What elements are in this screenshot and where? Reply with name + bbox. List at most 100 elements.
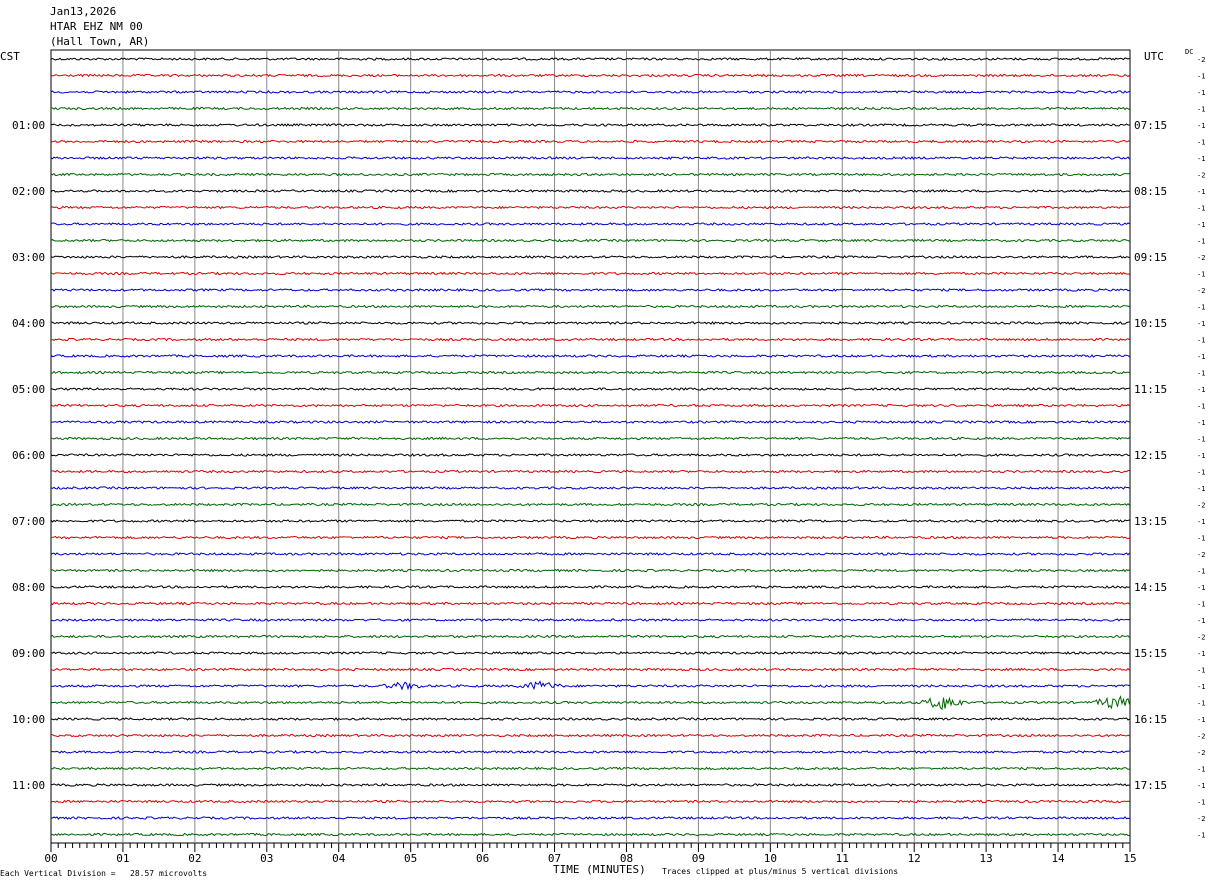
cst-hour-label: 01:00 xyxy=(12,119,45,132)
dc-offset-label: -1 xyxy=(1197,485,1205,493)
trace-line xyxy=(50,552,1130,556)
trace-line xyxy=(50,667,1130,672)
utc-hour-label: 17:15 xyxy=(1134,779,1167,792)
trace-line xyxy=(50,634,1130,639)
x-tick-label: 00 xyxy=(44,852,57,865)
dc-offset-label: -1 xyxy=(1197,832,1205,840)
dc-offset-label: -1 xyxy=(1197,139,1205,147)
utc-hour-label: 16:15 xyxy=(1134,713,1167,726)
dc-offset-label: -1 xyxy=(1197,650,1205,658)
trace-line xyxy=(50,106,1130,111)
trace-line xyxy=(50,502,1130,507)
cst-hour-label: 04:00 xyxy=(12,317,45,330)
x-tick-label: 15 xyxy=(1123,852,1136,865)
cst-label: CST xyxy=(0,50,20,63)
trace-line xyxy=(50,568,1130,573)
scale-note: Each Vertical Division = 28.57 microvolt… xyxy=(0,869,208,878)
trace-line xyxy=(50,321,1130,325)
dc-offset-label: -1 xyxy=(1197,452,1205,460)
utc-hour-label: 07:15 xyxy=(1134,119,1167,132)
trace-line xyxy=(50,750,1130,754)
utc-hour-label: 12:15 xyxy=(1134,449,1167,462)
trace-line xyxy=(50,535,1130,540)
utc-hour-label: 09:15 xyxy=(1134,251,1167,264)
trace-line xyxy=(50,436,1130,441)
date-label: Jan13,2026 xyxy=(50,5,117,18)
dc-offset-label: -2 xyxy=(1197,733,1205,741)
utc-hour-label: 10:15 xyxy=(1134,317,1167,330)
dc-offset-label: -1 xyxy=(1197,667,1205,675)
x-tick-label: 04 xyxy=(332,852,346,865)
trace-line xyxy=(50,486,1130,490)
trace-line xyxy=(50,271,1130,276)
trace-line xyxy=(50,403,1130,408)
trace-line xyxy=(50,618,1130,622)
cst-hour-label: 03:00 xyxy=(12,251,45,264)
dc-offset-label: -2 xyxy=(1197,502,1205,510)
dc-offset-label: -2 xyxy=(1197,551,1205,559)
dc-offset-label: -1 xyxy=(1197,353,1205,361)
trace-line xyxy=(50,255,1130,259)
trace-line xyxy=(50,156,1130,160)
trace-line xyxy=(50,733,1130,738)
dc-offset-label: -1 xyxy=(1197,617,1205,625)
dc-offset-label: -2 xyxy=(1197,815,1205,823)
trace-line xyxy=(50,680,1130,691)
trace-line xyxy=(50,73,1130,78)
dc-label: DC xyxy=(1185,48,1194,56)
utc-hour-label: 15:15 xyxy=(1134,647,1167,660)
dc-offset-label: -1 xyxy=(1197,782,1205,790)
trace-line xyxy=(50,420,1130,424)
dc-offset-label: -1 xyxy=(1197,205,1205,213)
dc-offset-label: -1 xyxy=(1197,535,1205,543)
x-tick-label: 03 xyxy=(260,852,273,865)
utc-hour-label: 08:15 xyxy=(1134,185,1167,198)
cst-hour-label: 02:00 xyxy=(12,185,45,198)
dc-offset-label: -1 xyxy=(1197,683,1205,691)
trace-line xyxy=(50,469,1130,474)
trace-line xyxy=(50,337,1130,342)
x-tick-label: 09 xyxy=(692,852,705,865)
trace-line xyxy=(50,519,1130,523)
x-tick-label: 02 xyxy=(188,852,201,865)
dc-offset-label: -1 xyxy=(1197,320,1205,328)
dc-offset-label: -2 xyxy=(1197,287,1205,295)
dc-offset-label: -1 xyxy=(1197,89,1205,97)
dc-offset-label: -1 xyxy=(1197,403,1205,411)
cst-hour-label: 09:00 xyxy=(12,647,45,660)
dc-offset-label: -2 xyxy=(1197,56,1205,64)
dc-offset-label: -2 xyxy=(1197,634,1205,642)
x-tick-label: 07 xyxy=(548,852,561,865)
x-tick-label: 12 xyxy=(908,852,921,865)
dc-offset-label: -1 xyxy=(1197,601,1205,609)
utc-label: UTC xyxy=(1144,50,1164,63)
x-tick-label: 08 xyxy=(620,852,633,865)
x-tick-label: 01 xyxy=(116,852,129,865)
dc-offset-label: -1 xyxy=(1197,304,1205,312)
trace-line xyxy=(50,832,1130,837)
x-tick-label: 06 xyxy=(476,852,489,865)
x-tick-label: 05 xyxy=(404,852,417,865)
location-label: (Hall Town, AR) xyxy=(50,35,150,48)
dc-offset-label: -1 xyxy=(1197,799,1205,807)
trace-line xyxy=(50,717,1130,721)
trace-line xyxy=(50,766,1130,771)
dc-offset-label: -1 xyxy=(1197,155,1205,163)
trace-line xyxy=(50,139,1130,144)
trace-line xyxy=(50,585,1130,589)
clip-note: Traces clipped at plus/minus 5 vertical … xyxy=(662,867,899,876)
trace-line xyxy=(50,783,1130,787)
utc-hour-label: 11:15 xyxy=(1134,383,1167,396)
plot-frame xyxy=(50,49,1131,844)
x-tick-label: 13 xyxy=(980,852,993,865)
utc-hour-label: 13:15 xyxy=(1134,515,1167,528)
dc-offset-label: -1 xyxy=(1197,766,1205,774)
trace-line xyxy=(50,370,1130,375)
cst-hour-label: 05:00 xyxy=(12,383,45,396)
x-tick-label: 14 xyxy=(1051,852,1065,865)
dc-offset-label: -1 xyxy=(1197,469,1205,477)
trace-line xyxy=(50,205,1130,210)
trace-line xyxy=(50,189,1130,193)
dc-offset-label: -1 xyxy=(1197,518,1205,526)
dc-offset-label: -1 xyxy=(1197,370,1205,378)
